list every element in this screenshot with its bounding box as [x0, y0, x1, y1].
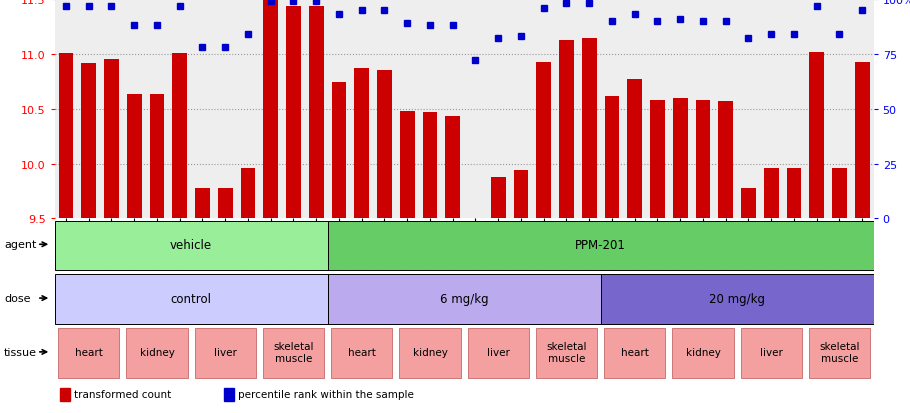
- Bar: [58, 328, 119, 378]
- Text: 20 mg/kg: 20 mg/kg: [709, 292, 765, 305]
- Bar: [695, 101, 711, 219]
- Bar: [263, 328, 324, 378]
- Bar: [468, 219, 483, 232]
- Text: liver: liver: [487, 347, 510, 357]
- Bar: [224, 388, 234, 401]
- Text: percentile rank within the sample: percentile rank within the sample: [238, 389, 413, 399]
- Text: kidney: kidney: [685, 347, 721, 357]
- Text: dose: dose: [5, 293, 31, 303]
- Text: kidney: kidney: [412, 347, 448, 357]
- Text: vehicle: vehicle: [170, 238, 212, 251]
- Text: tissue: tissue: [5, 347, 37, 357]
- Text: PPM-201: PPM-201: [575, 238, 626, 251]
- Text: heart: heart: [621, 347, 649, 357]
- Bar: [854, 62, 870, 219]
- Bar: [354, 69, 369, 219]
- Bar: [513, 171, 529, 219]
- Bar: [786, 169, 802, 219]
- Bar: [718, 102, 733, 219]
- Bar: [468, 328, 529, 378]
- Bar: [604, 96, 620, 219]
- Bar: [581, 39, 597, 219]
- Bar: [763, 169, 779, 219]
- Text: skeletal
muscle: skeletal muscle: [546, 341, 587, 363]
- Bar: [377, 71, 392, 219]
- Bar: [741, 328, 802, 378]
- Bar: [328, 221, 874, 271]
- Text: agent: agent: [5, 240, 36, 249]
- Text: skeletal
muscle: skeletal muscle: [273, 341, 314, 363]
- Bar: [559, 40, 574, 219]
- Bar: [308, 7, 324, 219]
- Bar: [328, 275, 601, 324]
- Bar: [627, 80, 642, 219]
- Bar: [331, 83, 347, 219]
- Bar: [126, 95, 142, 219]
- Bar: [422, 113, 438, 219]
- Text: 6 mg/kg: 6 mg/kg: [440, 292, 489, 305]
- Bar: [809, 328, 870, 378]
- Bar: [604, 328, 665, 378]
- Bar: [55, 275, 328, 324]
- Bar: [217, 188, 233, 219]
- Bar: [195, 188, 210, 219]
- Bar: [104, 60, 119, 219]
- Bar: [240, 169, 256, 219]
- Bar: [286, 7, 301, 219]
- Bar: [58, 54, 74, 219]
- Bar: [195, 328, 256, 378]
- Bar: [126, 328, 187, 378]
- Text: kidney: kidney: [139, 347, 175, 357]
- Bar: [650, 101, 665, 219]
- Bar: [55, 221, 328, 271]
- Text: liver: liver: [214, 347, 237, 357]
- Text: control: control: [170, 292, 212, 305]
- Text: transformed count: transformed count: [74, 389, 171, 399]
- Bar: [490, 177, 506, 219]
- Bar: [263, 1, 278, 219]
- Bar: [331, 328, 392, 378]
- Bar: [172, 54, 187, 219]
- Text: liver: liver: [760, 347, 783, 357]
- Bar: [809, 52, 824, 219]
- Bar: [601, 275, 874, 324]
- Bar: [741, 188, 756, 219]
- Bar: [672, 99, 688, 219]
- Bar: [832, 169, 847, 219]
- Bar: [536, 62, 551, 219]
- Text: skeletal
muscle: skeletal muscle: [819, 341, 860, 363]
- Bar: [149, 95, 165, 219]
- Bar: [399, 328, 460, 378]
- Text: heart: heart: [75, 347, 103, 357]
- Bar: [81, 64, 96, 219]
- Bar: [445, 117, 460, 219]
- Bar: [60, 388, 70, 401]
- Bar: [672, 328, 733, 378]
- Text: heart: heart: [348, 347, 376, 357]
- Bar: [399, 112, 415, 219]
- Bar: [536, 328, 597, 378]
